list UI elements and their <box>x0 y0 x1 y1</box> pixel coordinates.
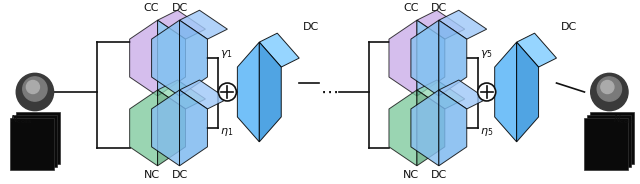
Text: DC: DC <box>303 22 319 32</box>
Bar <box>588 115 631 167</box>
Polygon shape <box>237 42 259 142</box>
Text: DC: DC <box>172 3 188 13</box>
Circle shape <box>218 83 236 101</box>
Polygon shape <box>152 90 180 166</box>
Circle shape <box>477 83 495 101</box>
Text: DC: DC <box>431 3 447 13</box>
Text: $N_{\rm coils}$: $N_{\rm coils}$ <box>10 114 33 126</box>
Text: CC: CC <box>144 3 159 13</box>
Polygon shape <box>439 80 486 109</box>
Text: $\eta_5$: $\eta_5$ <box>480 126 493 138</box>
Polygon shape <box>157 80 205 109</box>
Circle shape <box>26 80 40 93</box>
Polygon shape <box>180 10 227 39</box>
Polygon shape <box>417 10 465 39</box>
Polygon shape <box>516 42 539 142</box>
Text: $N_{\rm coils}$: $N_{\rm coils}$ <box>613 114 636 126</box>
Text: $\gamma_1$: $\gamma_1$ <box>220 48 233 60</box>
Polygon shape <box>411 90 439 166</box>
Polygon shape <box>157 10 205 39</box>
Circle shape <box>591 73 628 111</box>
Polygon shape <box>180 80 227 109</box>
Circle shape <box>23 77 47 101</box>
Polygon shape <box>411 20 439 96</box>
Polygon shape <box>516 33 557 67</box>
Text: DC: DC <box>431 170 447 180</box>
Polygon shape <box>130 20 157 96</box>
Polygon shape <box>389 20 417 96</box>
Polygon shape <box>389 90 417 166</box>
Text: $\eta_1$: $\eta_1$ <box>220 126 234 138</box>
Polygon shape <box>495 42 516 142</box>
Text: NC: NC <box>403 170 419 180</box>
Polygon shape <box>439 90 467 166</box>
Bar <box>584 118 628 170</box>
Polygon shape <box>259 42 281 142</box>
Text: DC: DC <box>561 22 577 32</box>
Polygon shape <box>180 90 207 166</box>
Text: NC: NC <box>143 170 159 180</box>
Polygon shape <box>259 33 300 67</box>
Bar <box>13 115 57 167</box>
Polygon shape <box>417 90 445 166</box>
Circle shape <box>597 77 621 101</box>
Polygon shape <box>130 90 157 166</box>
Polygon shape <box>439 20 467 96</box>
Polygon shape <box>180 20 207 96</box>
Text: CC: CC <box>403 3 419 13</box>
Circle shape <box>601 80 614 93</box>
Bar <box>10 118 54 170</box>
Bar <box>16 112 60 164</box>
Polygon shape <box>152 20 180 96</box>
Text: $\cdots$: $\cdots$ <box>320 83 338 101</box>
Circle shape <box>16 73 54 111</box>
Polygon shape <box>439 10 486 39</box>
Polygon shape <box>417 80 465 109</box>
Polygon shape <box>157 90 186 166</box>
Polygon shape <box>157 20 186 96</box>
Text: DC: DC <box>172 170 188 180</box>
Text: $\gamma_5$: $\gamma_5$ <box>480 48 493 60</box>
Polygon shape <box>417 20 445 96</box>
Bar <box>591 112 634 164</box>
